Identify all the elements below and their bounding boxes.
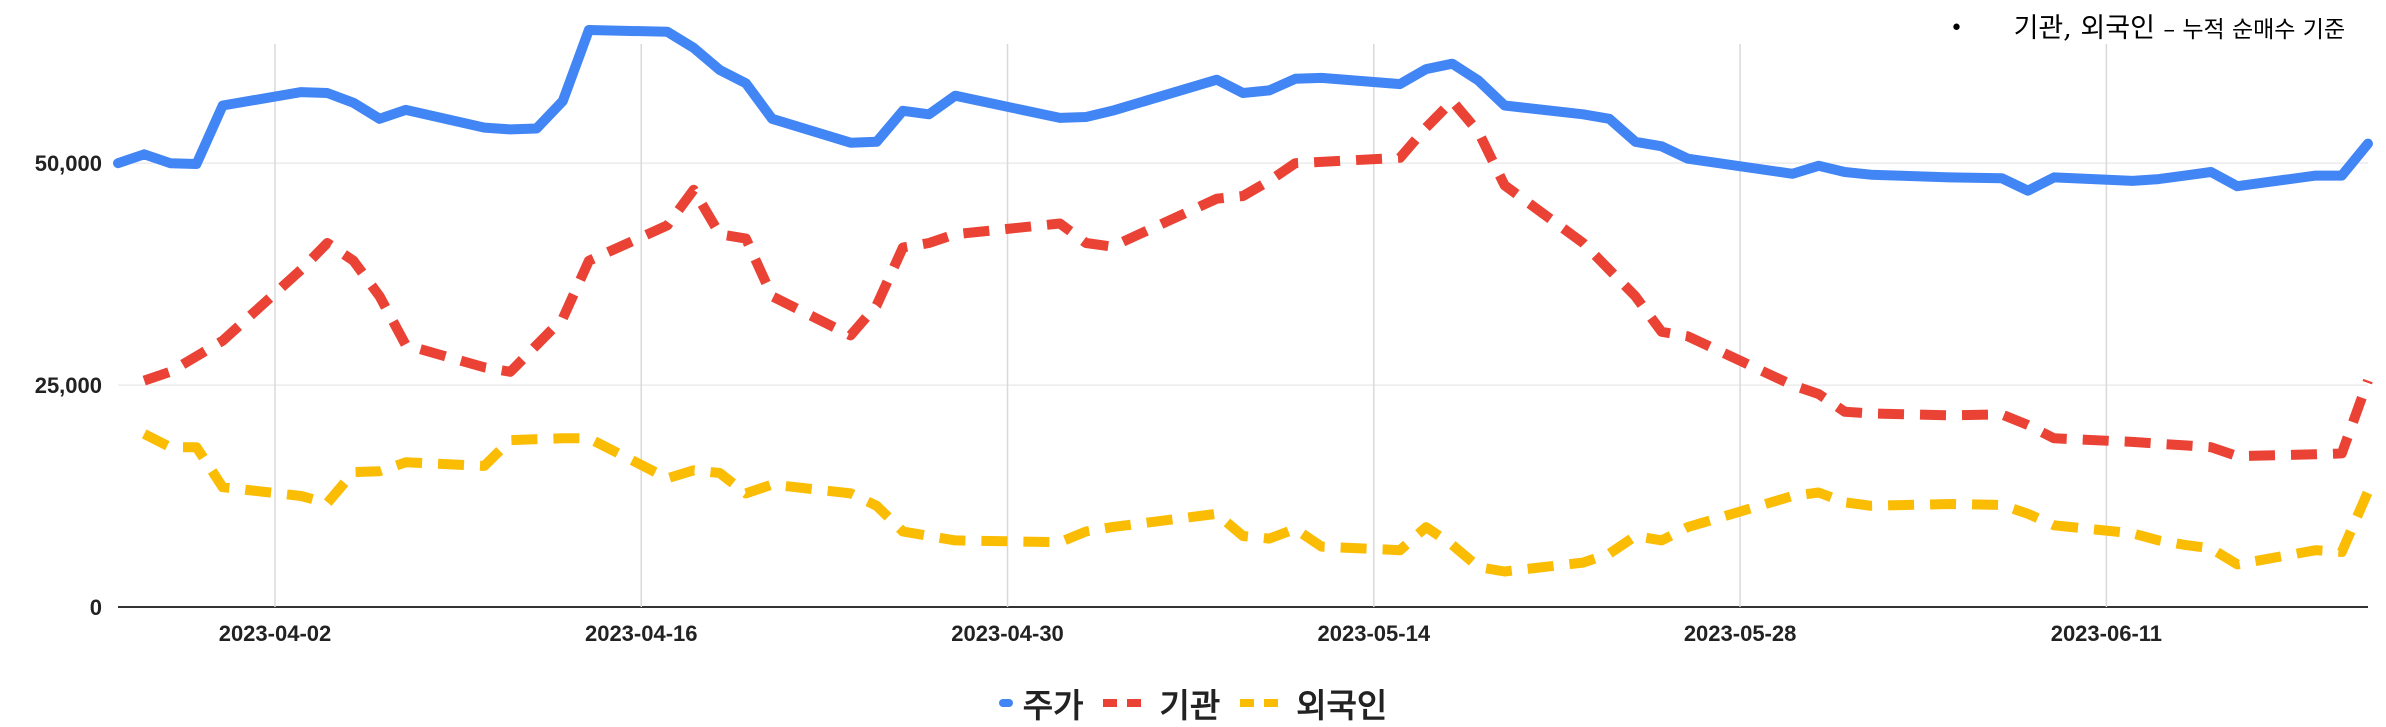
legend-entry: 주가 [998,679,1084,727]
legend-label: 주가 [1022,686,1084,725]
note-description: – 누적 순매수 기준 [2163,17,2346,43]
legend-label: 외국인 [1296,686,1388,725]
legend-swatch [1103,699,1149,707]
y-tick-label: 25,000 [35,373,102,398]
x-tick-label: 2023-04-02 [219,621,332,646]
series-line-기관 [142,96,2373,462]
legend: 주가 기관 외국인 [0,676,2386,727]
series-line-주가 [113,25,2373,196]
x-tick-label: 2023-04-30 [951,621,1064,646]
note-label: 기관, 외국인 [2013,13,2155,44]
x-tick-label: 2023-04-16 [585,621,698,646]
legend-label: 기관 [1159,686,1221,725]
x-tick-label: 2023-06-11 [2051,621,2162,646]
series-lines [113,25,2373,577]
legend-swatch [1240,699,1286,707]
x-tick-label: 2023-05-28 [1684,621,1797,646]
bullet-icon: • [1950,16,1963,41]
y-tick-label: 50,000 [35,151,102,176]
grid-lines [118,44,2368,608]
series-line-외국인 [141,429,2373,577]
legend-swatch [998,699,1013,707]
y-axis-ticks: 0 25,000 50,000 [35,151,102,620]
legend-entry: 기관 [1103,679,1220,727]
x-axis-ticks: 2023-04-02 2023-04-16 2023-04-30 2023-05-14… [219,621,2162,646]
legend-entry: 외국인 [1240,679,1387,727]
x-tick-label: 2023-05-14 [1318,621,1431,646]
annotation-note: • 기관, 외국인 – 누적 순매수 기준 [1950,6,2345,45]
y-tick-label: 0 [90,595,102,620]
